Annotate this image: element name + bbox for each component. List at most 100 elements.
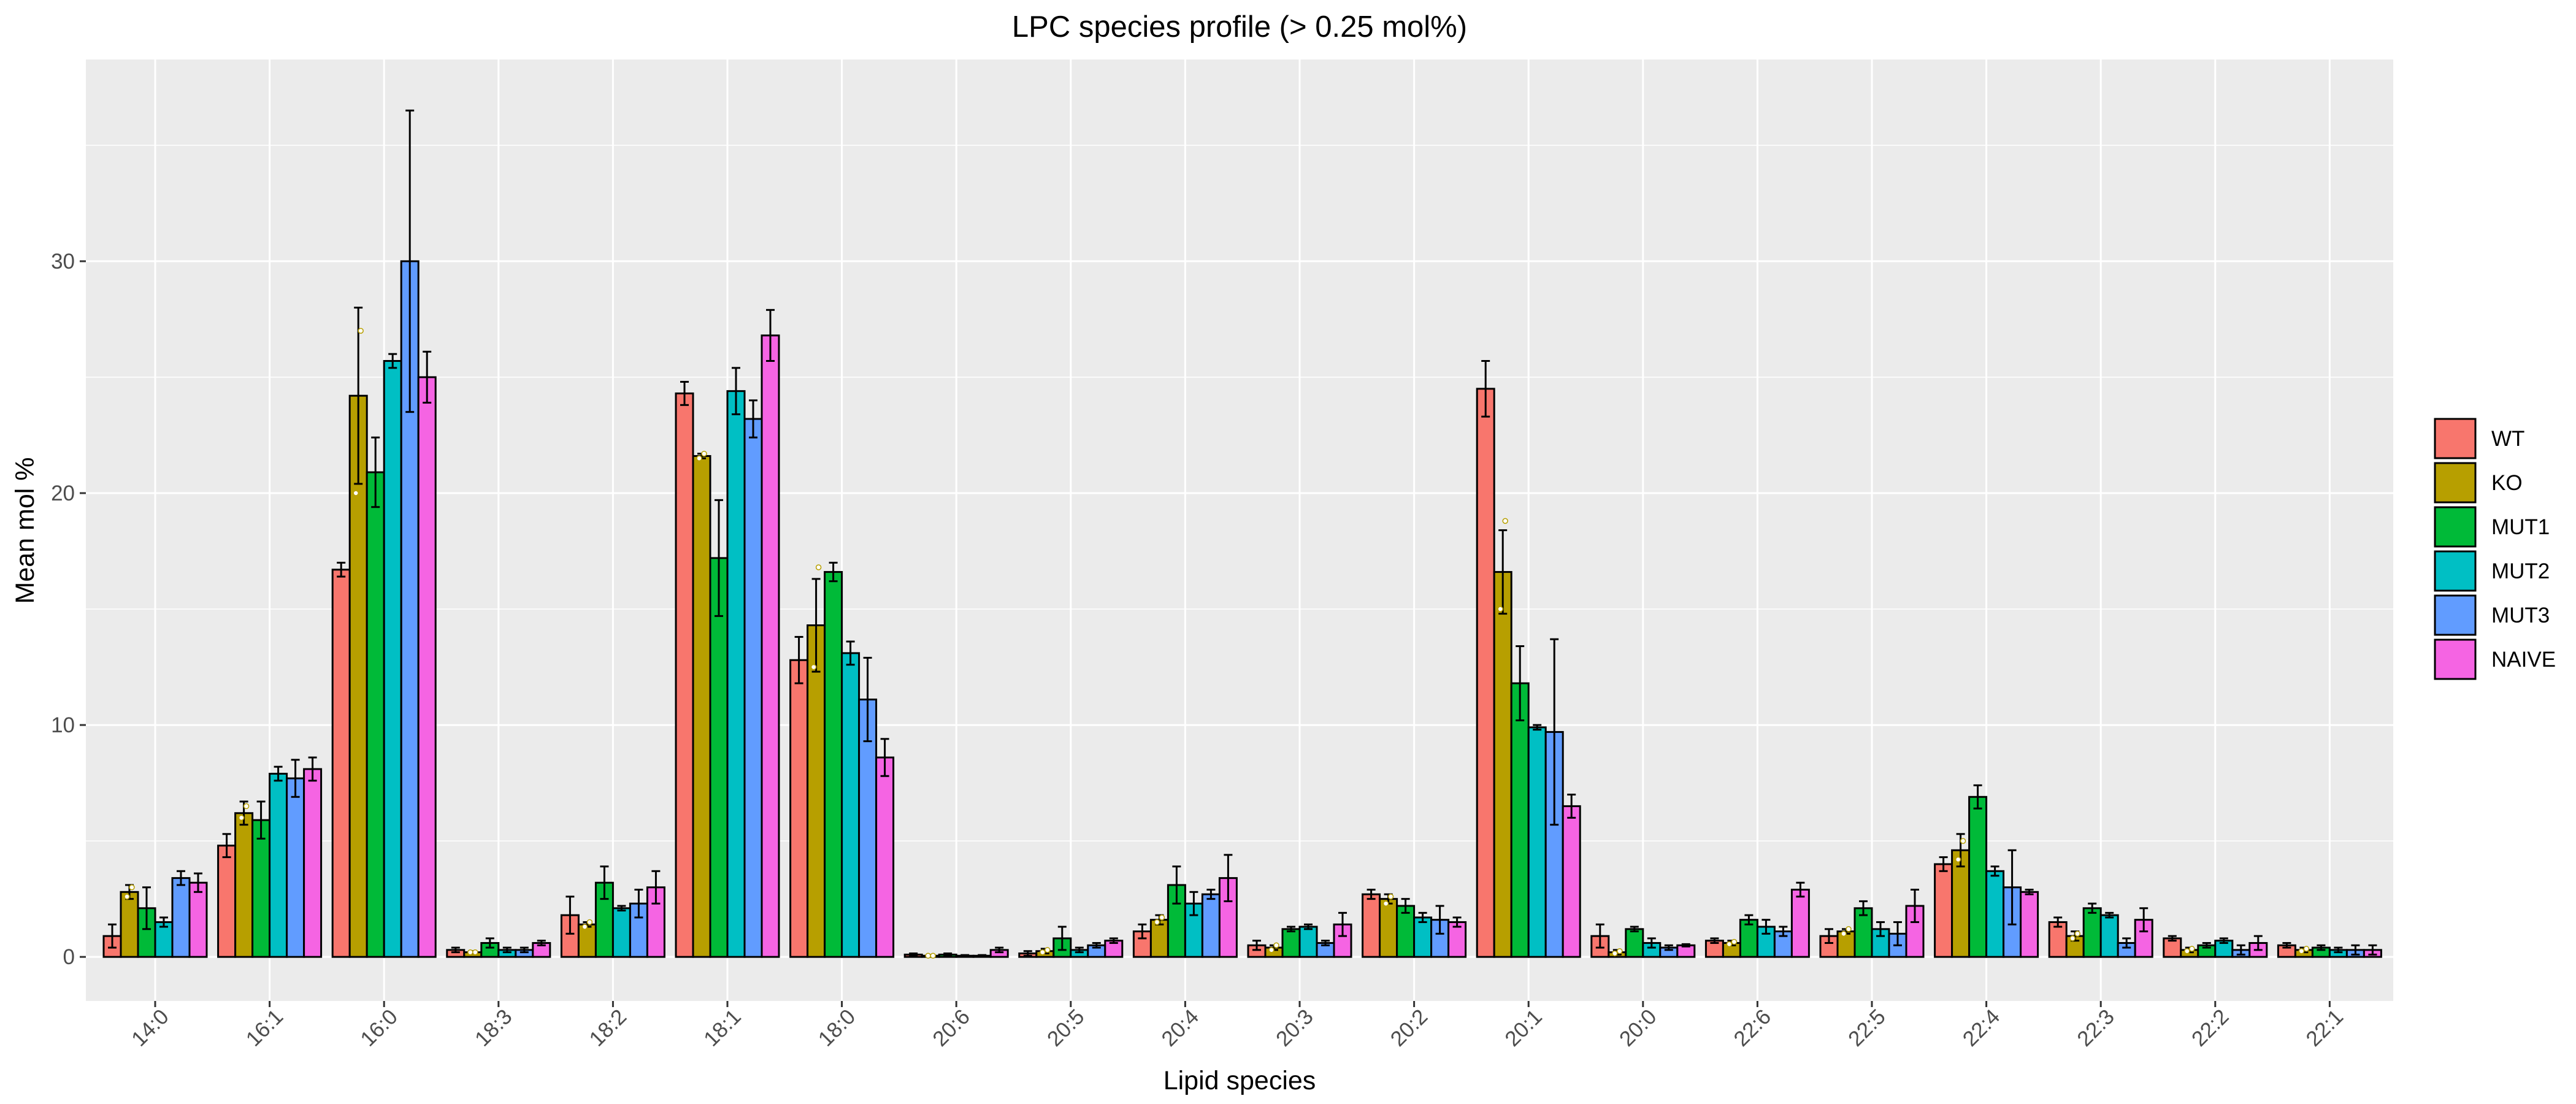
- bar: [629, 902, 648, 958]
- series-MUT3: [171, 109, 2365, 958]
- bar: [1510, 682, 1530, 958]
- bar: [611, 907, 631, 958]
- data-point: [1726, 941, 1733, 948]
- data-point: [815, 564, 822, 570]
- legend-key-NAIVE: [2434, 638, 2477, 680]
- data-point: [1502, 518, 1508, 524]
- bar: [709, 557, 729, 958]
- bar: [692, 455, 711, 958]
- bar: [2020, 891, 2039, 958]
- bar: [1951, 849, 1971, 958]
- bar: [789, 659, 809, 958]
- bar: [2082, 907, 2102, 958]
- legend-key-WT: [2434, 418, 2477, 459]
- x-tick-label: 20:5: [1043, 1005, 1089, 1051]
- bar: [1362, 893, 1381, 958]
- data-point: [1387, 894, 1394, 900]
- y-axis-title: Mean mol %: [10, 458, 40, 604]
- y-tick-label: 0: [63, 945, 75, 969]
- data-point: [1960, 838, 1966, 844]
- bar: [303, 768, 323, 958]
- bar: [286, 777, 305, 958]
- bar: [1739, 919, 1758, 958]
- x-tick-label: 22:5: [1844, 1005, 1890, 1051]
- bars: [102, 109, 2382, 959]
- bar: [217, 845, 237, 958]
- data-point: [467, 949, 473, 956]
- bar: [824, 571, 843, 958]
- bar: [807, 624, 826, 958]
- bar: [1527, 726, 1547, 958]
- legend-label: KO: [2491, 471, 2523, 495]
- x-axis-title: Lipid species: [1163, 1066, 1316, 1095]
- x-tick-label: 22:3: [2072, 1005, 2119, 1051]
- bar: [417, 376, 437, 958]
- data-point: [581, 924, 588, 930]
- x-tick-label: 22:6: [1729, 1005, 1776, 1051]
- bar: [726, 390, 746, 958]
- bar: [2048, 921, 2068, 958]
- bar: [1298, 926, 1318, 958]
- x-tick-label: 14:0: [127, 1005, 174, 1051]
- data-point: [925, 953, 931, 959]
- data-point: [129, 884, 135, 891]
- bar: [188, 881, 208, 958]
- data-point: [1382, 900, 1389, 907]
- x-tick-label: 20:4: [1157, 1005, 1203, 1051]
- bar: [120, 891, 139, 958]
- data-point: [243, 803, 250, 810]
- data-point: [1045, 947, 1051, 953]
- data-point: [810, 664, 817, 670]
- data-point: [2298, 948, 2305, 954]
- bar: [1493, 571, 1512, 958]
- bar: [1149, 919, 1169, 958]
- x-tick-label: 20:3: [1271, 1005, 1318, 1051]
- data-point: [1612, 950, 1618, 957]
- x-tick-label: 22:1: [2301, 1005, 2348, 1051]
- bar: [743, 418, 763, 958]
- x-tick-label: 18:0: [814, 1005, 861, 1051]
- bar: [234, 812, 254, 958]
- legend-key-MUT1: [2434, 506, 2477, 548]
- x-tick-label: 22:2: [2187, 1005, 2234, 1051]
- x-tick-label: 20:1: [1500, 1005, 1547, 1051]
- legend-key-MUT2: [2434, 550, 2477, 592]
- data-point: [696, 455, 702, 462]
- data-point: [1617, 948, 1623, 954]
- x-tick-label: 16:1: [242, 1005, 288, 1051]
- data-point: [930, 953, 936, 959]
- x-tick-label: 20:2: [1386, 1005, 1433, 1051]
- y-tick-label: 30: [51, 250, 75, 274]
- y-tick-label: 20: [51, 481, 75, 505]
- legend-key-MUT3: [2434, 594, 2477, 636]
- data-point: [472, 949, 478, 956]
- bar: [841, 652, 861, 958]
- bar: [1281, 928, 1301, 958]
- legend-label: MUT1: [2491, 515, 2550, 539]
- data-point: [1731, 938, 1738, 945]
- data-point: [353, 490, 359, 496]
- bar: [577, 923, 597, 958]
- bar: [1790, 889, 1810, 958]
- bar: [761, 334, 780, 958]
- bar: [251, 819, 271, 958]
- bar: [171, 877, 191, 958]
- bar: [1968, 795, 1988, 958]
- bar: [331, 569, 351, 958]
- x-tick-label: 20:0: [1615, 1005, 1662, 1051]
- bar: [875, 756, 895, 958]
- legend-key-KO: [2434, 462, 2477, 504]
- data-point: [124, 894, 130, 900]
- data-point: [1497, 606, 1503, 612]
- x-tick-label: 16:0: [356, 1005, 402, 1051]
- bar: [383, 360, 402, 958]
- data-point: [586, 919, 593, 926]
- data-point: [1040, 949, 1046, 956]
- bar: [1934, 863, 1953, 958]
- bar: [1476, 388, 1495, 958]
- series-WT: [102, 360, 2296, 958]
- bar: [1379, 898, 1398, 958]
- data-point: [2189, 946, 2195, 952]
- bar: [269, 772, 288, 958]
